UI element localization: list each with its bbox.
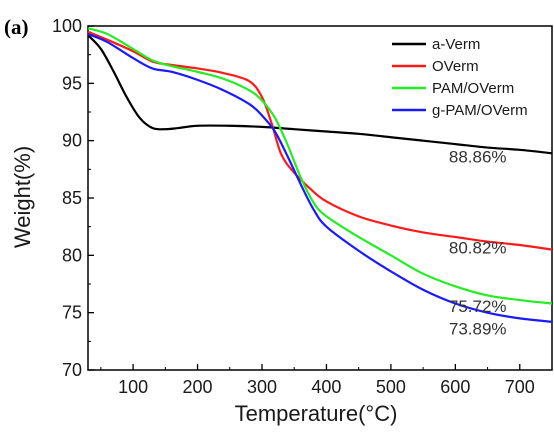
y-tick-label: 95 (62, 73, 82, 93)
series-line-3 (87, 33, 553, 323)
x-tick-label: 500 (376, 377, 406, 397)
y-tick-label: 70 (62, 360, 82, 380)
annotation-0: 88.86% (449, 148, 507, 167)
x-axis-label: Temperature(°C) (235, 401, 398, 426)
y-axis-label: Weight(%) (10, 146, 35, 248)
x-tick-label: 600 (440, 377, 470, 397)
legend-label-0: a-Verm (432, 36, 480, 53)
y-tick-label: 85 (62, 188, 82, 208)
annotation-2: 75.72% (449, 297, 507, 316)
x-tick-label: 200 (183, 377, 213, 397)
x-tick-label: 700 (505, 377, 535, 397)
panel-label: (a) (4, 15, 29, 39)
x-tick-label: 100 (118, 377, 148, 397)
series-line-1 (87, 30, 553, 251)
legend-label-1: OVerm (432, 58, 479, 75)
legend-label-2: PAM/OVerm (432, 80, 514, 97)
series-line-0 (87, 34, 553, 155)
legend: a-Verm OVerm PAM/OVerm g-PAM/OVerm (392, 36, 528, 119)
series-layer (87, 27, 553, 323)
series-line-2 (87, 27, 553, 305)
y-tick-label: 80 (62, 245, 82, 265)
annotation-1: 80.82% (449, 238, 507, 257)
y-tick-label: 75 (62, 303, 82, 323)
y-tick-label: 90 (62, 131, 82, 151)
x-tick-label: 300 (247, 377, 277, 397)
y-axis: 70 75 80 85 90 95 100 (52, 16, 94, 380)
y-tick-label: 100 (52, 16, 82, 36)
annotation-3: 73.89% (449, 320, 507, 339)
annotations: 88.86% 80.82% 75.72% 73.89% (449, 148, 507, 339)
legend-label-3: g-PAM/OVerm (432, 102, 528, 119)
x-axis: 100 200 300 400 500 600 700 (100, 364, 535, 397)
x-tick-label: 400 (311, 377, 341, 397)
